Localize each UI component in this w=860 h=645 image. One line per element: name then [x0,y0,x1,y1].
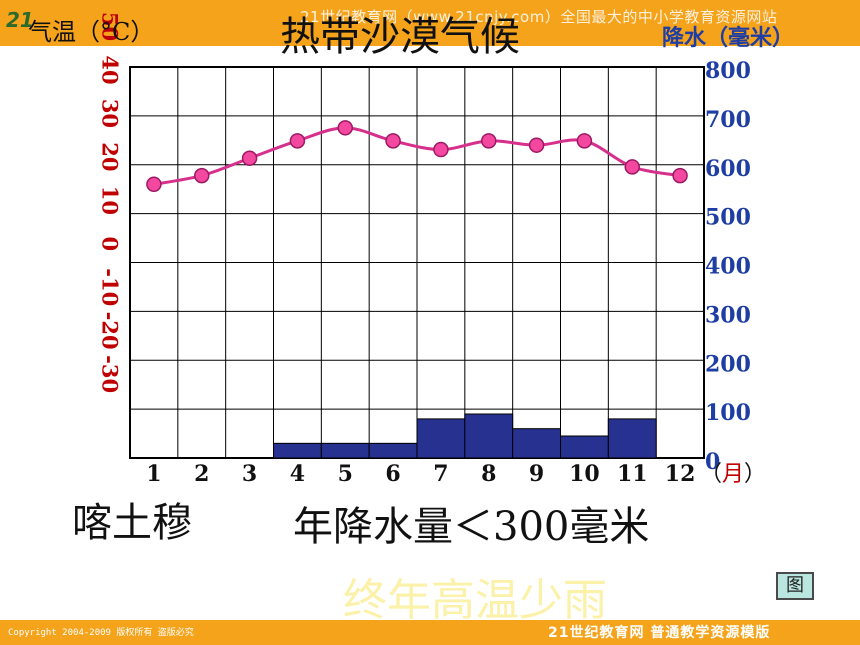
month-tick-label: 10 [569,461,600,487]
temperature-point [672,167,688,184]
month-tick-label: 2 [194,461,209,487]
temperature-tick-label: -20 [98,312,123,350]
temperature-point [146,176,162,193]
precipitation-bar [368,442,418,459]
precipitation-bar [416,418,466,459]
temperature-tick-label: -10 [98,268,123,306]
temperature-point [528,137,545,153]
city-name: 喀土穆 [72,500,192,546]
temperature-point [337,120,353,136]
precipitation-tick-label: 600 [705,156,751,182]
precipitation-tick-label: 300 [705,302,751,328]
temperature-point [433,141,449,158]
bottom-banner [0,620,860,645]
precipitation-bar [273,442,322,459]
precipitation-tick-label: 100 [705,400,751,426]
temperature-point [576,133,593,149]
temperature-point [481,133,497,149]
month-tick-label: 11 [617,461,648,487]
temperature-point [624,159,640,175]
precipitation-bar [560,435,609,459]
precipitation-bar [607,418,657,459]
site-logo: 21 [6,8,34,32]
copyright-text: Copyright 2004-2009 版权所有 盗版必究 [8,628,194,638]
page-title: 热带沙漠气候 [280,14,520,60]
precipitation-tick-label: 400 [705,254,751,280]
annual-precipitation-note: 年降水量＜300毫米 [293,504,650,550]
temperature-tick-label: 10 [98,186,123,215]
top-banner [0,0,860,46]
month-tick-label: 3 [242,461,257,487]
precipitation-bar [320,442,370,459]
precipitation-bar [464,413,514,459]
temperature-axis-title: 气温（°C） [28,18,155,46]
temperature-tick-label: 50 [98,12,123,41]
month-tick-label: 8 [481,461,496,487]
legend-button[interactable]: 图 [776,572,814,600]
temperature-tick-label: 30 [98,99,123,128]
month-tick-label: 5 [338,461,353,487]
footer-brand: 21世纪教育网 普通教学资源模版 [548,625,771,641]
precipitation-tick-label: 800 [705,58,751,84]
month-tick-label: 1 [146,461,161,487]
temperature-tick-label: 40 [98,55,123,84]
climate-summary: 终年高温少雨 [343,575,607,626]
month-tick-label: 7 [433,461,448,487]
precipitation-bar [512,428,562,459]
month-tick-label: 9 [529,461,544,487]
temperature-point [194,167,210,184]
temperature-point [385,133,401,149]
temperature-tick-label: -30 [98,355,123,393]
precipitation-tick-label: 500 [705,205,751,231]
precipitation-tick-label: 200 [705,351,751,377]
precipitation-axis-title: 降水（毫米） [662,26,795,51]
month-axis-unit: （月） [700,462,767,487]
month-tick-label: 6 [385,461,400,487]
temperature-point [241,150,258,166]
month-tick-label: 12 [665,461,696,487]
precipitation-tick-label: 700 [705,107,751,133]
temperature-point [289,133,306,149]
banner-text: 21世纪教育网（www.21cnjy.com）全国最大的中小学教育资源网站 [300,8,778,26]
precipitation-tick-label: 0 [705,449,720,475]
temperature-tick-label: 0 [98,236,123,251]
month-tick-label: 4 [290,461,305,487]
temperature-tick-label: 20 [98,142,123,171]
